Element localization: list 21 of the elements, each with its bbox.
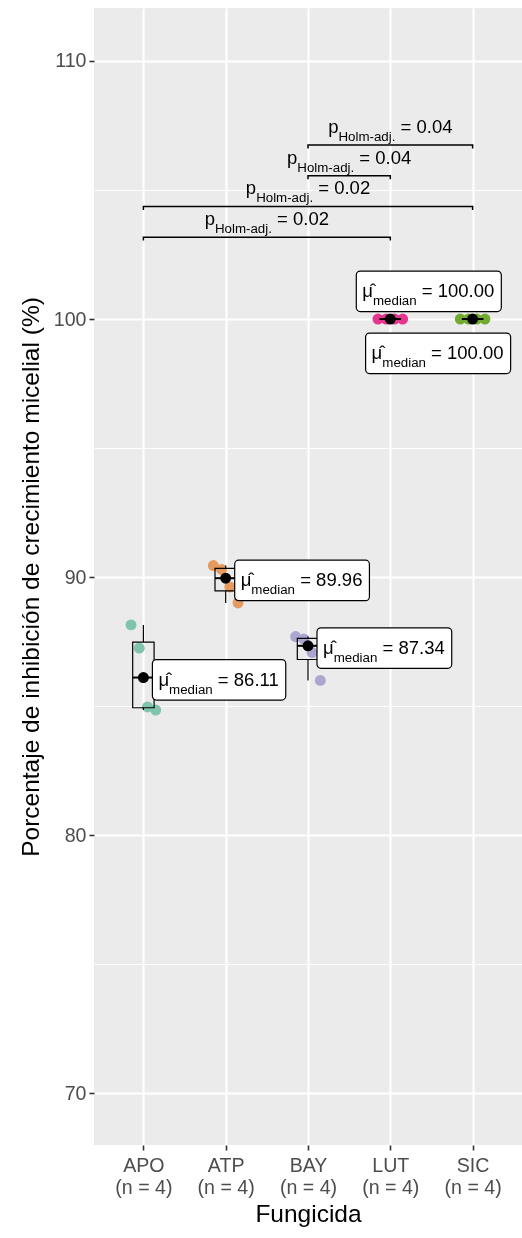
annotation: μ̂$_{median}$ = 89.96 xyxy=(240,569,363,597)
annotation: p$_{Holm-adj.}$ = 0.02 xyxy=(204,208,330,236)
annotation: μ̂$_{median}$ = 86.11 xyxy=(158,668,279,697)
annotation: p$_{Holm-adj.}$ = 0.02 xyxy=(245,177,371,205)
y-tick-label: 80 xyxy=(64,823,87,846)
annotation: μ̂$_{median}$ = 100.00 xyxy=(371,342,504,370)
x-tick-label: SIC (n = 4) xyxy=(444,1153,502,1198)
y-axis-title: Porcentaje de inhibición de crecimiento micelial (%) xyxy=(16,297,44,857)
y-tick-label: 90 xyxy=(64,565,87,588)
y-tick-label: 100 xyxy=(53,307,87,330)
y-tick-label: 70 xyxy=(64,1081,87,1104)
x-tick-label: APO (n = 4) xyxy=(115,1153,173,1198)
x-tick-label: BAY (n = 4) xyxy=(279,1153,338,1198)
annotation: μ̂$_{median}$ = 100.00 xyxy=(362,280,495,308)
annotation: μ̂$_{median}$ = 87.34 xyxy=(323,636,445,665)
annotation: p$_{Holm-adj.}$ = 0.04 xyxy=(286,146,412,175)
x-tick-label: ATP (n = 4) xyxy=(197,1153,255,1198)
x-tick-label: LUT (n = 4) xyxy=(362,1153,420,1198)
y-tick-label: 110 xyxy=(55,49,87,72)
annotation: p$_{Holm-adj.}$ = 0.04 xyxy=(328,116,453,144)
x-axis-title: Fungicida xyxy=(255,1200,362,1228)
